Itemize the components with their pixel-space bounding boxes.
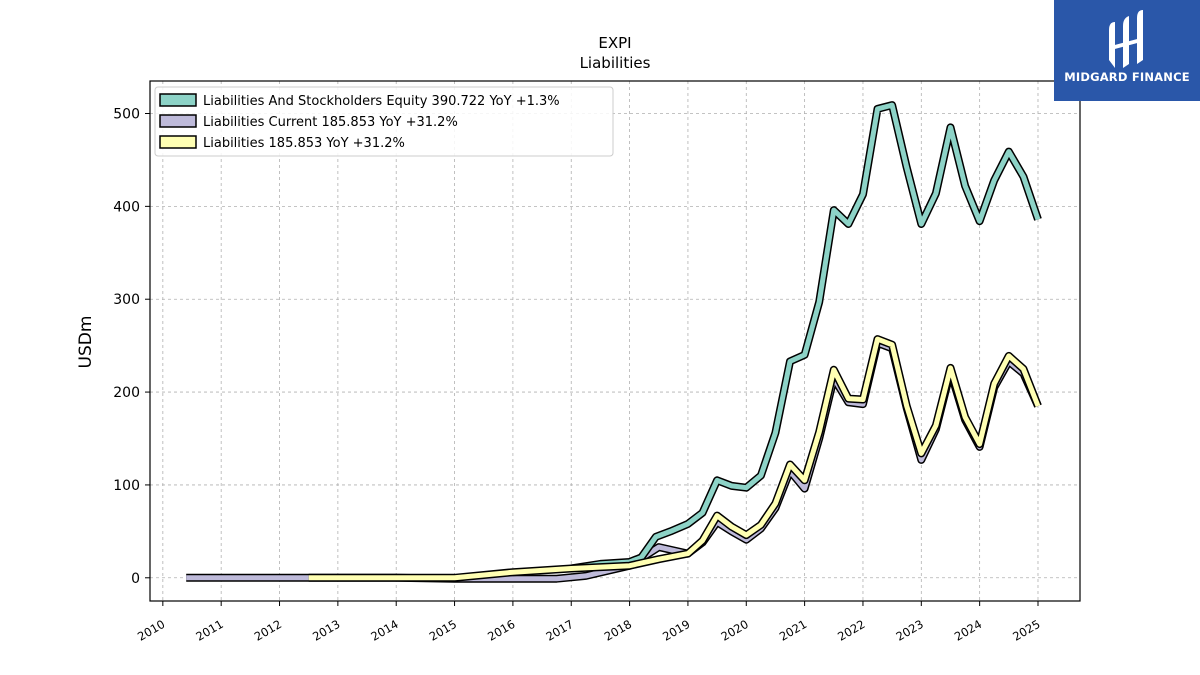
x-tick-label: 2013	[310, 617, 342, 644]
y-axis: 0 100 200 300 400 500	[113, 107, 150, 587]
legend-swatch	[159, 93, 197, 107]
series-line	[308, 336, 1041, 581]
logo-mark-icon	[1109, 10, 1143, 68]
chart-subtitle: Liabilities	[580, 54, 651, 72]
x-tick-label: 2023	[894, 617, 926, 644]
chart-title: EXPI	[598, 34, 631, 52]
series-liabilities-current	[186, 338, 1042, 583]
x-tick-label: 2016	[485, 617, 517, 644]
series-layer	[186, 101, 1042, 583]
series-liabilities	[308, 335, 1042, 582]
legend-label: Liabilities Current 185.853 YoY +31.2%	[203, 115, 458, 130]
legend-box	[154, 86, 614, 157]
x-tick-label: 2011	[193, 617, 225, 644]
legend: Liabilities And Stockholders Equity 390.…	[154, 86, 614, 157]
x-tick-label: 2022	[835, 617, 867, 644]
legend-label: Liabilities And Stockholders Equity 390.…	[203, 94, 560, 109]
x-tick-label: 2015	[427, 617, 459, 644]
x-tick-label: 2025	[1010, 617, 1042, 644]
x-tick-label: 2012	[252, 617, 284, 644]
y-tick-label: 100	[113, 478, 140, 494]
y-tick-label: 0	[131, 571, 140, 587]
x-tick-label: 2024	[952, 617, 984, 644]
plot-frame	[149, 80, 1081, 602]
series-line	[186, 340, 1041, 582]
y-tick-label: 200	[113, 385, 140, 401]
legend-label: Liabilities 185.853 YoY +31.2%	[203, 136, 405, 151]
y-axis-label: USDm	[76, 316, 96, 369]
midgard-finance-logo: MIDGARD FINANCE	[1054, 0, 1200, 101]
y-tick-label: 300	[113, 292, 140, 308]
y-tick-label: 400	[113, 199, 140, 215]
x-tick-label: 2017	[543, 617, 575, 644]
x-tick-label: 2014	[368, 617, 400, 644]
y-tick-label: 500	[113, 107, 140, 123]
legend-swatch	[159, 135, 197, 149]
series-line	[570, 102, 1041, 571]
x-tick-label: 2020	[718, 617, 750, 644]
series-liabilities-and-stockholders-equity	[570, 101, 1042, 573]
x-axis: 2010 2011 2012 2013 2014 2015 2016 2017 2018 2019…	[135, 601, 1043, 644]
legend-swatch	[159, 114, 197, 128]
series-outline	[308, 335, 1042, 582]
series-outline	[186, 338, 1042, 583]
x-tick-label: 2018	[602, 617, 634, 644]
series-outline	[570, 101, 1042, 573]
logo-text: MIDGARD FINANCE	[1064, 70, 1190, 84]
x-tick-label: 2021	[777, 617, 809, 644]
x-tick-label: 2010	[135, 617, 167, 644]
grid	[150, 81, 1080, 601]
x-tick-label: 2019	[660, 617, 692, 644]
